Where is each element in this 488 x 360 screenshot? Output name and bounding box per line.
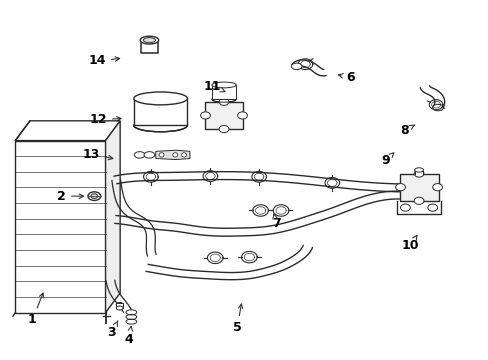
Ellipse shape <box>219 98 228 105</box>
Text: 13: 13 <box>82 148 113 161</box>
Ellipse shape <box>291 63 302 69</box>
Polygon shape <box>105 121 120 313</box>
Ellipse shape <box>140 36 158 44</box>
Text: 4: 4 <box>124 327 133 346</box>
Ellipse shape <box>88 192 101 201</box>
Polygon shape <box>156 150 189 159</box>
Ellipse shape <box>172 153 177 157</box>
Circle shape <box>427 204 437 211</box>
Ellipse shape <box>200 112 210 119</box>
Text: 12: 12 <box>89 113 121 126</box>
Ellipse shape <box>91 194 98 198</box>
Ellipse shape <box>395 184 405 191</box>
Ellipse shape <box>413 197 423 204</box>
Ellipse shape <box>219 126 228 133</box>
Ellipse shape <box>134 119 187 132</box>
Text: 6: 6 <box>338 71 354 84</box>
Text: 10: 10 <box>401 235 418 252</box>
FancyBboxPatch shape <box>116 303 123 308</box>
Ellipse shape <box>211 96 236 102</box>
Ellipse shape <box>237 112 247 119</box>
Text: 1: 1 <box>28 293 43 327</box>
Ellipse shape <box>144 152 155 158</box>
Ellipse shape <box>143 38 155 42</box>
Ellipse shape <box>432 184 442 191</box>
Text: 7: 7 <box>271 214 280 230</box>
Ellipse shape <box>134 92 187 105</box>
FancyBboxPatch shape <box>205 102 242 129</box>
Ellipse shape <box>211 82 236 88</box>
Text: 3: 3 <box>107 321 118 339</box>
Text: 2: 2 <box>57 190 83 203</box>
Text: 5: 5 <box>232 304 243 334</box>
Ellipse shape <box>159 153 163 157</box>
Ellipse shape <box>414 168 423 172</box>
Ellipse shape <box>116 302 123 306</box>
Circle shape <box>400 204 409 211</box>
Ellipse shape <box>413 170 423 177</box>
Text: 8: 8 <box>399 124 413 137</box>
FancyBboxPatch shape <box>134 98 187 125</box>
Text: 11: 11 <box>203 80 224 93</box>
FancyBboxPatch shape <box>399 174 438 201</box>
Ellipse shape <box>134 152 145 158</box>
Ellipse shape <box>116 306 123 310</box>
FancyBboxPatch shape <box>211 85 236 99</box>
Ellipse shape <box>432 104 443 111</box>
Ellipse shape <box>181 153 186 157</box>
Text: 9: 9 <box>381 153 393 167</box>
Polygon shape <box>15 121 120 140</box>
Text: 14: 14 <box>88 54 120 67</box>
